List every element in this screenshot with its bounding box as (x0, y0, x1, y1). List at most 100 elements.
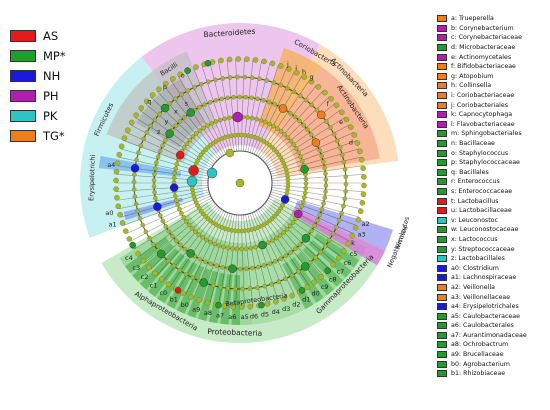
biomarker-node (186, 176, 198, 187)
taxon-legend-item: t: Lactobacillus (437, 196, 549, 206)
tree-node (343, 181, 349, 187)
tree-node (131, 179, 137, 185)
tree-node (317, 148, 322, 153)
legend-swatch (10, 129, 36, 142)
tree-node (171, 263, 177, 269)
taxon-label: a5: Caulobacteraceae (451, 312, 521, 320)
legend-swatch (10, 89, 36, 102)
tree-node (182, 115, 187, 120)
tree-node (143, 98, 150, 105)
tree-node (170, 76, 176, 82)
tree-node (319, 207, 325, 212)
tree-node (208, 261, 214, 267)
tree-node (114, 194, 120, 201)
tree-node (261, 97, 266, 103)
tree-node (193, 64, 199, 70)
taxon-swatch (437, 63, 447, 71)
taxon-label: k: Capnocytophaga (451, 111, 513, 119)
legend-label: AS (43, 28, 59, 43)
tree-node (183, 271, 189, 277)
taxon-legend-item: x: Lactococcus (437, 235, 549, 245)
wedge-letter: a5 (241, 313, 249, 321)
tree-node (143, 229, 149, 235)
tree-node (285, 135, 291, 140)
tree-node (138, 143, 144, 148)
taxon-label: a: Trueperella (451, 15, 494, 23)
tree-node (173, 96, 178, 102)
tree-node (133, 112, 139, 118)
central-node (225, 148, 235, 158)
tree-node (218, 117, 223, 123)
biomarker-node (186, 249, 195, 258)
biomarker-node (228, 264, 237, 273)
tree-node (269, 281, 274, 287)
taxon-label: b0: Agrobacterium (451, 360, 510, 368)
taxon-swatch (437, 111, 447, 119)
group-legend-item: PK (10, 106, 90, 125)
tree-node (114, 160, 121, 166)
tree-node (347, 124, 354, 130)
tree-node (313, 255, 318, 260)
tree-node (213, 119, 219, 124)
taxon-legend-item: i: Coriobacteriaceae (437, 91, 549, 101)
tree-node (271, 80, 277, 85)
tree-node (173, 193, 178, 199)
label-erysipelotrichi: Erysipelotrichi (87, 154, 97, 201)
tree-node (174, 198, 179, 203)
tree-node (190, 275, 195, 281)
tree-node (278, 82, 283, 88)
tree-node (271, 123, 276, 129)
tree-node (262, 283, 267, 289)
tree-node (287, 223, 293, 229)
tree-node (144, 130, 150, 135)
tree-node (323, 189, 328, 194)
wedge-letter: a1 (108, 220, 116, 228)
taxon-legend-item: f: Bifidobacteriaceae (437, 62, 549, 72)
biomarker-node (184, 67, 191, 74)
tree-node (333, 102, 340, 109)
wedge-letter: c4 (125, 254, 133, 262)
taxon-legend-item: l: Flavobacteriaceae (437, 120, 549, 130)
tree-node (231, 94, 236, 100)
taxon-swatch (437, 34, 447, 42)
wedge-letter: d1 (302, 295, 310, 303)
tree-node (343, 116, 350, 123)
tree-node (204, 299, 211, 306)
tree-node (309, 228, 314, 234)
tree-node (303, 186, 309, 191)
tree-node (245, 115, 250, 120)
taxon-label: s: Enterococcaceae (451, 187, 513, 195)
tree-node (299, 203, 305, 209)
wedge-letter: a0 (105, 209, 113, 217)
tree-node (341, 248, 347, 254)
tree-node (202, 102, 207, 107)
tree-node (328, 125, 333, 131)
tree-node (339, 109, 345, 115)
taxon-label: a3: Veillonellaceae (451, 293, 511, 301)
tree-node (140, 222, 145, 228)
tree-node (284, 227, 290, 232)
tree-node (152, 172, 157, 177)
taxon-legend-item: a0: Clostridium (437, 263, 549, 273)
tree-node (239, 246, 244, 252)
tree-node (132, 172, 137, 177)
tree-node (232, 286, 238, 292)
tree-node (255, 96, 260, 102)
tree-node (225, 286, 231, 291)
flavobacteria-band (291, 208, 386, 266)
tree-node (297, 242, 303, 247)
taxon-swatch (437, 293, 447, 301)
protein-subclade-wedge (176, 265, 205, 314)
taxon-label: l: Flavobacteriaceae (451, 120, 515, 128)
tree-node (173, 166, 178, 171)
tree-node (125, 127, 131, 133)
taxon-swatch (437, 72, 447, 80)
tree-node (323, 183, 329, 188)
tree-node (182, 145, 187, 150)
tree-node (336, 218, 342, 223)
wedge-letter: y (165, 117, 169, 125)
tree-node (322, 243, 328, 249)
tree-node (263, 119, 268, 125)
tree-node (293, 246, 298, 251)
taxon-swatch (437, 283, 447, 291)
